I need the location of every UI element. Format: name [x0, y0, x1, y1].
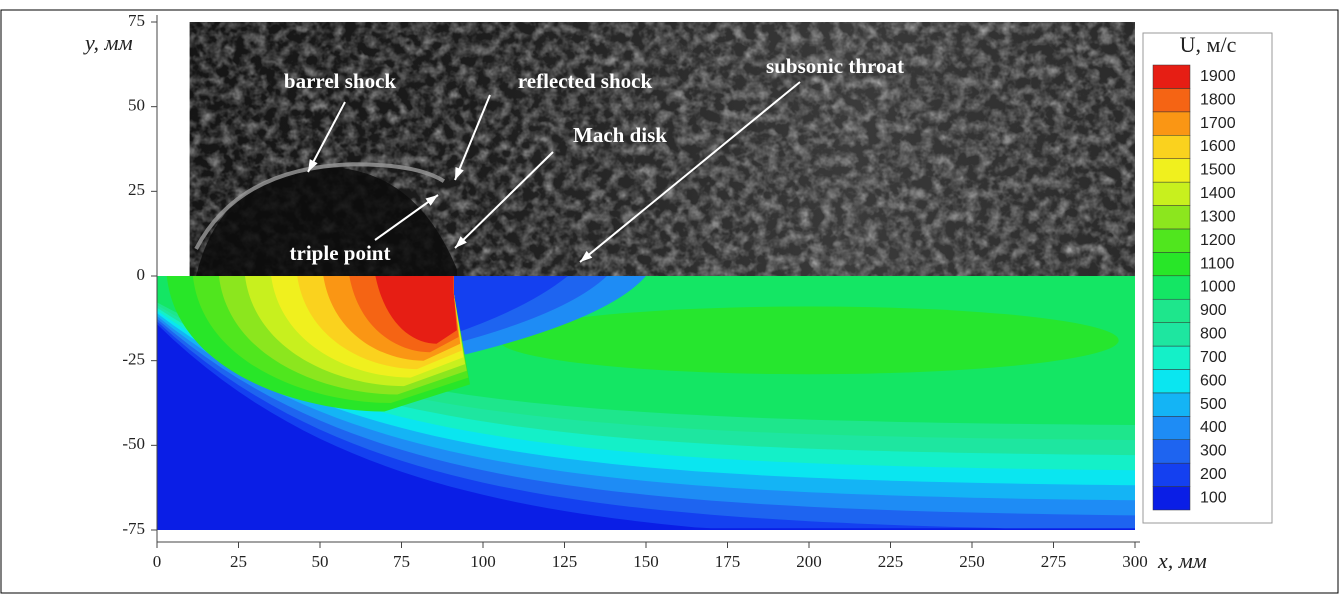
- colorbar-label: 1100: [1200, 255, 1235, 272]
- x-tick-label: 100: [470, 552, 496, 571]
- colorbar-swatch: [1153, 416, 1190, 439]
- y-tick-label: -50: [122, 434, 145, 453]
- x-tick-label: 150: [633, 552, 659, 571]
- colorbar-swatch: [1153, 393, 1190, 416]
- annotation: reflected shock: [518, 69, 653, 93]
- colorbar-label: 800: [1200, 326, 1227, 343]
- x-tick-label: 175: [715, 552, 741, 571]
- annotation: triple point: [290, 241, 391, 265]
- colorbar-swatch: [1153, 182, 1190, 205]
- colorbar-swatch: [1153, 159, 1190, 182]
- colorbar-swatch: [1153, 135, 1190, 158]
- x-tick-label: 300: [1122, 552, 1148, 571]
- colorbar-label: 1900: [1200, 68, 1236, 85]
- colorbar-swatch: [1153, 369, 1190, 392]
- colorbar-swatch: [1153, 487, 1190, 510]
- annotation: barrel shock: [284, 69, 397, 93]
- colorbar-swatch: [1153, 276, 1190, 299]
- photo: barrel shock reflected shock subsonic thro…: [190, 22, 1135, 276]
- y-axis-label: y, мм: [83, 30, 133, 55]
- colorbar-label: 900: [1200, 302, 1227, 319]
- contour-band: [499, 306, 1118, 374]
- colorbar-swatch: [1153, 206, 1190, 229]
- colorbar-label: 400: [1200, 419, 1227, 436]
- colorbar-label: 200: [1200, 466, 1227, 483]
- colorbar-label: 1500: [1200, 162, 1236, 179]
- x-tick-label: 250: [959, 552, 985, 571]
- x-tick-label: 125: [552, 552, 578, 571]
- x-tick-label: 75: [393, 552, 410, 571]
- y-tick-label: 75: [128, 11, 145, 30]
- annotation: Mach disk: [573, 123, 667, 147]
- colorbar-label: 600: [1200, 372, 1227, 389]
- x-tick-label: 50: [312, 552, 329, 571]
- colorbar-label: 700: [1200, 349, 1227, 366]
- colorbar-title: U, м/с: [1180, 32, 1237, 57]
- x-tick-label: 25: [230, 552, 247, 571]
- colorbar-label: 1200: [1200, 232, 1236, 249]
- colorbar-label: 100: [1200, 490, 1227, 507]
- colorbar-swatch: [1153, 112, 1190, 135]
- colorbar-label: 1300: [1200, 208, 1236, 225]
- colorbar-swatch: [1153, 440, 1190, 463]
- colorbar-label: 1600: [1200, 138, 1236, 155]
- colorbar-label: 1700: [1200, 115, 1236, 132]
- colorbar-swatch: [1153, 229, 1190, 252]
- y-tick-label: 50: [128, 96, 145, 115]
- colorbar-label: 300: [1200, 443, 1227, 460]
- colorbar-label: 1400: [1200, 185, 1236, 202]
- colorbar-swatch: [1153, 346, 1190, 369]
- colorbar-swatch: [1153, 65, 1190, 88]
- chart: barrel shock reflected shock subsonic thro…: [0, 0, 1340, 595]
- colorbar-swatch: [1153, 463, 1190, 486]
- colorbar-swatch: [1153, 299, 1190, 322]
- colorbar-label: 1000: [1200, 279, 1236, 296]
- colorbar-label: 1800: [1200, 91, 1236, 108]
- x-tick-label: 275: [1041, 552, 1067, 571]
- y-tick-label: 0: [137, 265, 146, 284]
- x-axis-label: x, мм: [1157, 548, 1207, 573]
- colorbar-swatch: [1153, 88, 1190, 111]
- annotation: subsonic throat: [766, 54, 904, 78]
- y-tick-label: -25: [122, 350, 145, 369]
- x-tick-label: 200: [796, 552, 822, 571]
- colorbar-swatch: [1153, 252, 1190, 275]
- colorbar-swatch: [1153, 323, 1190, 346]
- contour-field: [157, 276, 1135, 530]
- x-tick-label: 225: [878, 552, 904, 571]
- colorbar-label: 500: [1200, 396, 1227, 413]
- y-tick-label: -75: [122, 519, 145, 538]
- page: barrel shock reflected shock subsonic thro…: [0, 0, 1340, 600]
- y-tick-label: 25: [128, 180, 145, 199]
- x-tick-label: 0: [153, 552, 162, 571]
